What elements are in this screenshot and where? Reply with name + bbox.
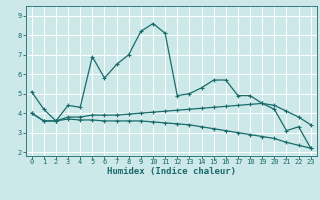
X-axis label: Humidex (Indice chaleur): Humidex (Indice chaleur) <box>107 167 236 176</box>
